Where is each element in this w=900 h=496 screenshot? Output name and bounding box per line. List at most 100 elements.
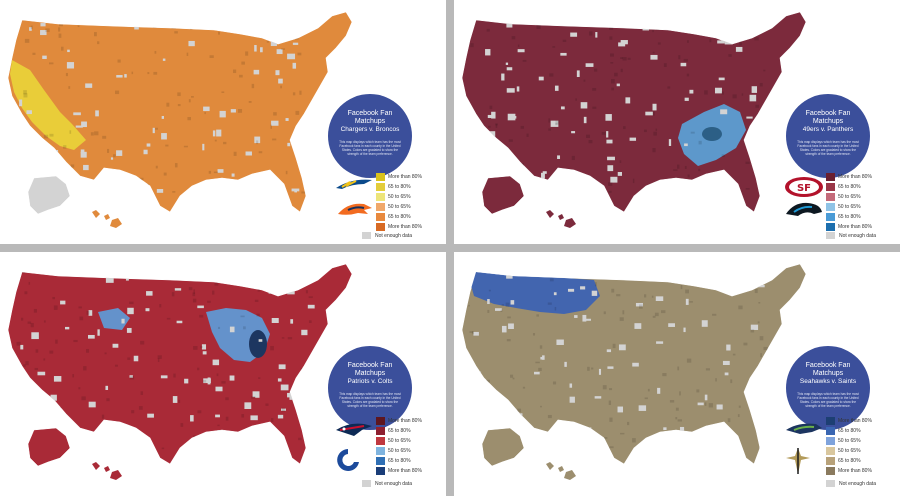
no-data-county	[473, 331, 479, 336]
no-data-county	[724, 372, 729, 376]
county-texture	[586, 134, 591, 139]
no-data-county	[172, 396, 178, 403]
county-texture	[240, 315, 245, 318]
no-data-legend: Not enough data	[362, 232, 412, 239]
no-data-county	[203, 106, 210, 112]
no-data-county	[255, 394, 260, 398]
hawaii-shape	[92, 210, 122, 228]
map-panel-seahawks-saints: Facebook Fan Matchups Seahawks v. Saints…	[454, 252, 900, 496]
county-texture	[94, 131, 99, 136]
county-texture	[154, 50, 157, 54]
county-texture	[171, 292, 175, 297]
no-data-county	[31, 332, 39, 340]
county-texture	[652, 147, 656, 153]
no-data-county	[53, 376, 62, 382]
no-data-county	[254, 136, 261, 144]
county-texture	[194, 196, 199, 201]
county-texture	[505, 302, 510, 307]
no-data-county	[735, 46, 743, 52]
county-texture	[549, 73, 554, 77]
county-texture	[491, 414, 494, 418]
no-data-county	[66, 62, 75, 69]
county-texture	[114, 364, 118, 367]
county-texture	[517, 44, 520, 47]
county-texture	[535, 177, 539, 181]
legend-swatch	[376, 427, 385, 435]
no-data-county	[491, 111, 496, 119]
county-texture	[256, 140, 259, 145]
county-texture	[684, 165, 687, 170]
no-data-county	[645, 111, 653, 116]
no-data-county	[88, 310, 93, 316]
no-data-county	[199, 23, 206, 27]
county-texture	[131, 71, 134, 75]
county-texture	[55, 339, 58, 344]
county-texture	[592, 106, 597, 109]
county-texture	[264, 440, 269, 445]
county-texture	[197, 367, 200, 371]
no-data-county	[50, 394, 57, 401]
county-texture	[686, 73, 690, 77]
no-data-county	[35, 169, 41, 173]
no-data-county	[591, 290, 598, 296]
legend-swatch	[376, 213, 385, 221]
county-texture	[554, 306, 557, 311]
county-texture	[265, 403, 269, 406]
mainland-us-shape	[7, 263, 353, 465]
county-texture	[202, 379, 207, 383]
county-texture	[213, 171, 219, 174]
county-texture	[750, 329, 755, 333]
county-texture	[297, 52, 302, 56]
no-data-county	[625, 97, 631, 104]
county-texture	[470, 43, 474, 48]
county-texture	[193, 435, 196, 438]
county-texture	[511, 36, 516, 40]
no-data-county	[40, 23, 46, 27]
county-texture	[594, 282, 597, 287]
county-texture	[743, 342, 748, 346]
no-data-county	[105, 277, 114, 283]
no-data-county	[287, 288, 295, 295]
no-data-county	[116, 150, 123, 156]
no-data-county	[51, 404, 59, 409]
county-texture	[305, 144, 309, 147]
county-texture	[166, 317, 171, 320]
alaska-shape	[27, 175, 71, 215]
county-texture	[53, 305, 58, 310]
county-texture	[212, 192, 216, 195]
no-data-county	[95, 110, 99, 117]
county-texture	[180, 423, 184, 427]
county-texture	[193, 345, 198, 350]
county-texture	[583, 79, 586, 82]
county-texture	[245, 51, 249, 56]
no-data-county	[287, 53, 296, 60]
map-panel-chargers-broncos: Facebook Fan Matchups Chargers v. Bronco…	[0, 0, 446, 244]
legend-label: 65 to 80%	[388, 458, 411, 464]
no-data-county	[229, 326, 235, 333]
legend-label: 65 to 80%	[838, 214, 861, 220]
county-texture	[273, 22, 277, 26]
no-data-county	[278, 364, 286, 370]
county-texture	[678, 55, 681, 60]
county-texture	[97, 41, 100, 45]
no-data-county	[277, 378, 282, 382]
county-texture	[623, 126, 626, 130]
no-data-county	[169, 275, 174, 279]
no-data-county	[685, 298, 689, 305]
county-texture	[157, 358, 160, 363]
county-texture	[24, 145, 29, 147]
county-texture	[23, 364, 26, 367]
no-data-county	[26, 110, 32, 115]
county-texture	[609, 36, 613, 40]
county-texture	[495, 124, 498, 128]
legend-label: More than 80%	[388, 224, 422, 230]
county-texture	[587, 366, 590, 371]
county-texture	[738, 405, 741, 408]
no-data-county	[684, 143, 688, 147]
no-data-county	[494, 308, 502, 311]
badge-subtitle: Chargers v. Broncos	[340, 126, 400, 133]
county-texture	[52, 296, 55, 300]
no-data-county	[501, 73, 505, 81]
county-texture	[115, 426, 120, 431]
county-texture	[248, 100, 252, 103]
